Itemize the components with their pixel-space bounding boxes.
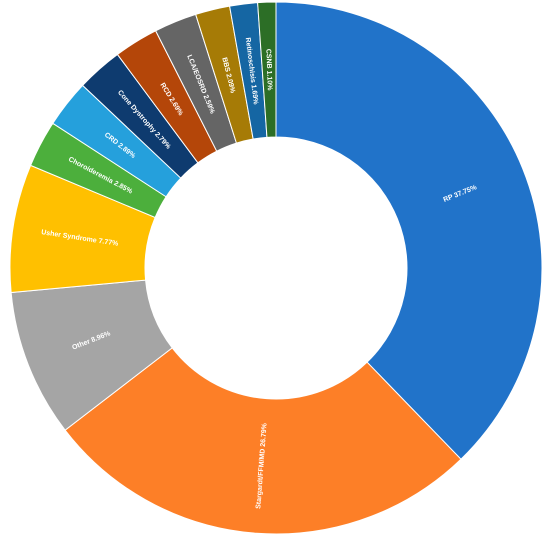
segment-category: BBS bbox=[221, 57, 231, 73]
segment-value: 1.69% bbox=[250, 84, 259, 105]
donut-segment bbox=[275, 1, 543, 460]
segment-label: BBS 2.09% bbox=[221, 57, 237, 95]
segment-value: 2.09% bbox=[225, 73, 237, 95]
donut-segment bbox=[257, 1, 277, 138]
segment-category: RP bbox=[442, 193, 454, 203]
donut-segment bbox=[64, 347, 462, 535]
segment-value: 1.10% bbox=[265, 70, 273, 91]
segment-category: CSNB bbox=[265, 49, 273, 69]
segment-label: CSNB 1.10% bbox=[265, 49, 273, 92]
segment-value: 7.77% bbox=[98, 238, 119, 248]
segment-label: Stargardt/FFM/MD 26.79% bbox=[255, 422, 268, 509]
segment-value: 26.79% bbox=[260, 422, 269, 447]
segment-category: Stargardt/FFM/MD bbox=[255, 448, 266, 509]
